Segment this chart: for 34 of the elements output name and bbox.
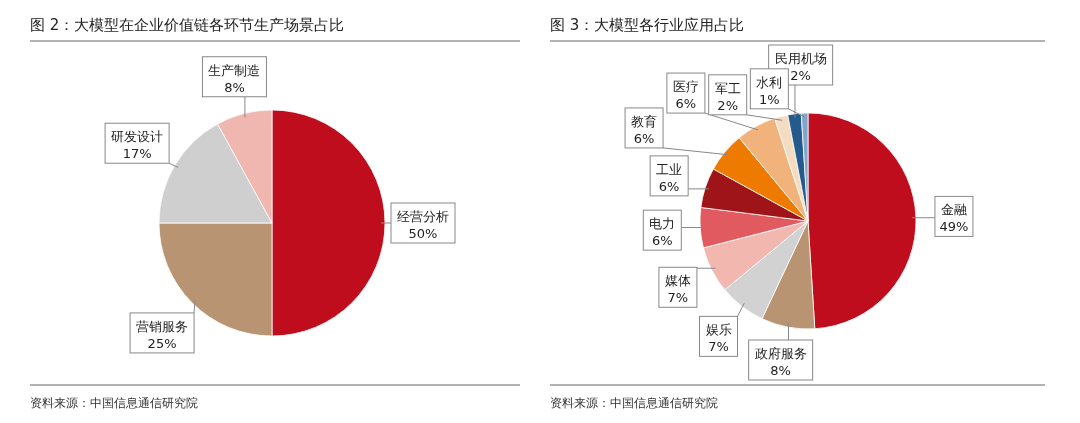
slice-label: 民用机场 (774, 51, 827, 66)
slice-label: 研发设计 (111, 129, 164, 145)
data-label: 6% (651, 233, 673, 249)
data-label: 49% (939, 219, 969, 235)
text: 资料来源：中国信息通信研究院 (30, 396, 198, 410)
data-label: 8% (224, 79, 245, 95)
data-label: 8% (770, 363, 791, 378)
data-label: 2% (790, 68, 811, 83)
slice-label: 政府服务 (754, 346, 807, 361)
data-label: 50% (408, 226, 438, 241)
data-label: 17% (122, 146, 152, 162)
slice-label: 工业 (656, 161, 683, 177)
data-label: 1% (759, 91, 780, 107)
data-label: 7% (708, 339, 729, 355)
data-label: 2% (717, 97, 738, 113)
slice-label: 金融 (940, 202, 967, 218)
slice-label: 电力 (649, 216, 676, 232)
data-label: 6% (658, 178, 680, 194)
slice-label: 经营分析 (397, 209, 449, 224)
data-label: 6% (633, 130, 655, 146)
slice-label: 军工 (714, 80, 741, 96)
data-label: 7% (667, 290, 689, 306)
chart-title: 图 2：大模型在企业价值链各环节生产场景占比 (30, 16, 345, 34)
slice-label: 医疗 (672, 79, 699, 95)
chart-title: 图 3：大模型各行业应用占比 (550, 16, 745, 34)
data-label: 6% (675, 96, 697, 112)
slice-label: 媒体 (664, 273, 691, 289)
slice-label: 娱乐 (705, 322, 732, 338)
data-label: 25% (147, 335, 177, 351)
slice-label: 水利 (756, 74, 783, 90)
slice-label: 生产制造 (208, 62, 261, 78)
slice-label: 教育 (631, 113, 658, 129)
text: 资料来源：中国信息通信研究院 (550, 396, 718, 410)
slice-label: 营销服务 (136, 318, 189, 334)
